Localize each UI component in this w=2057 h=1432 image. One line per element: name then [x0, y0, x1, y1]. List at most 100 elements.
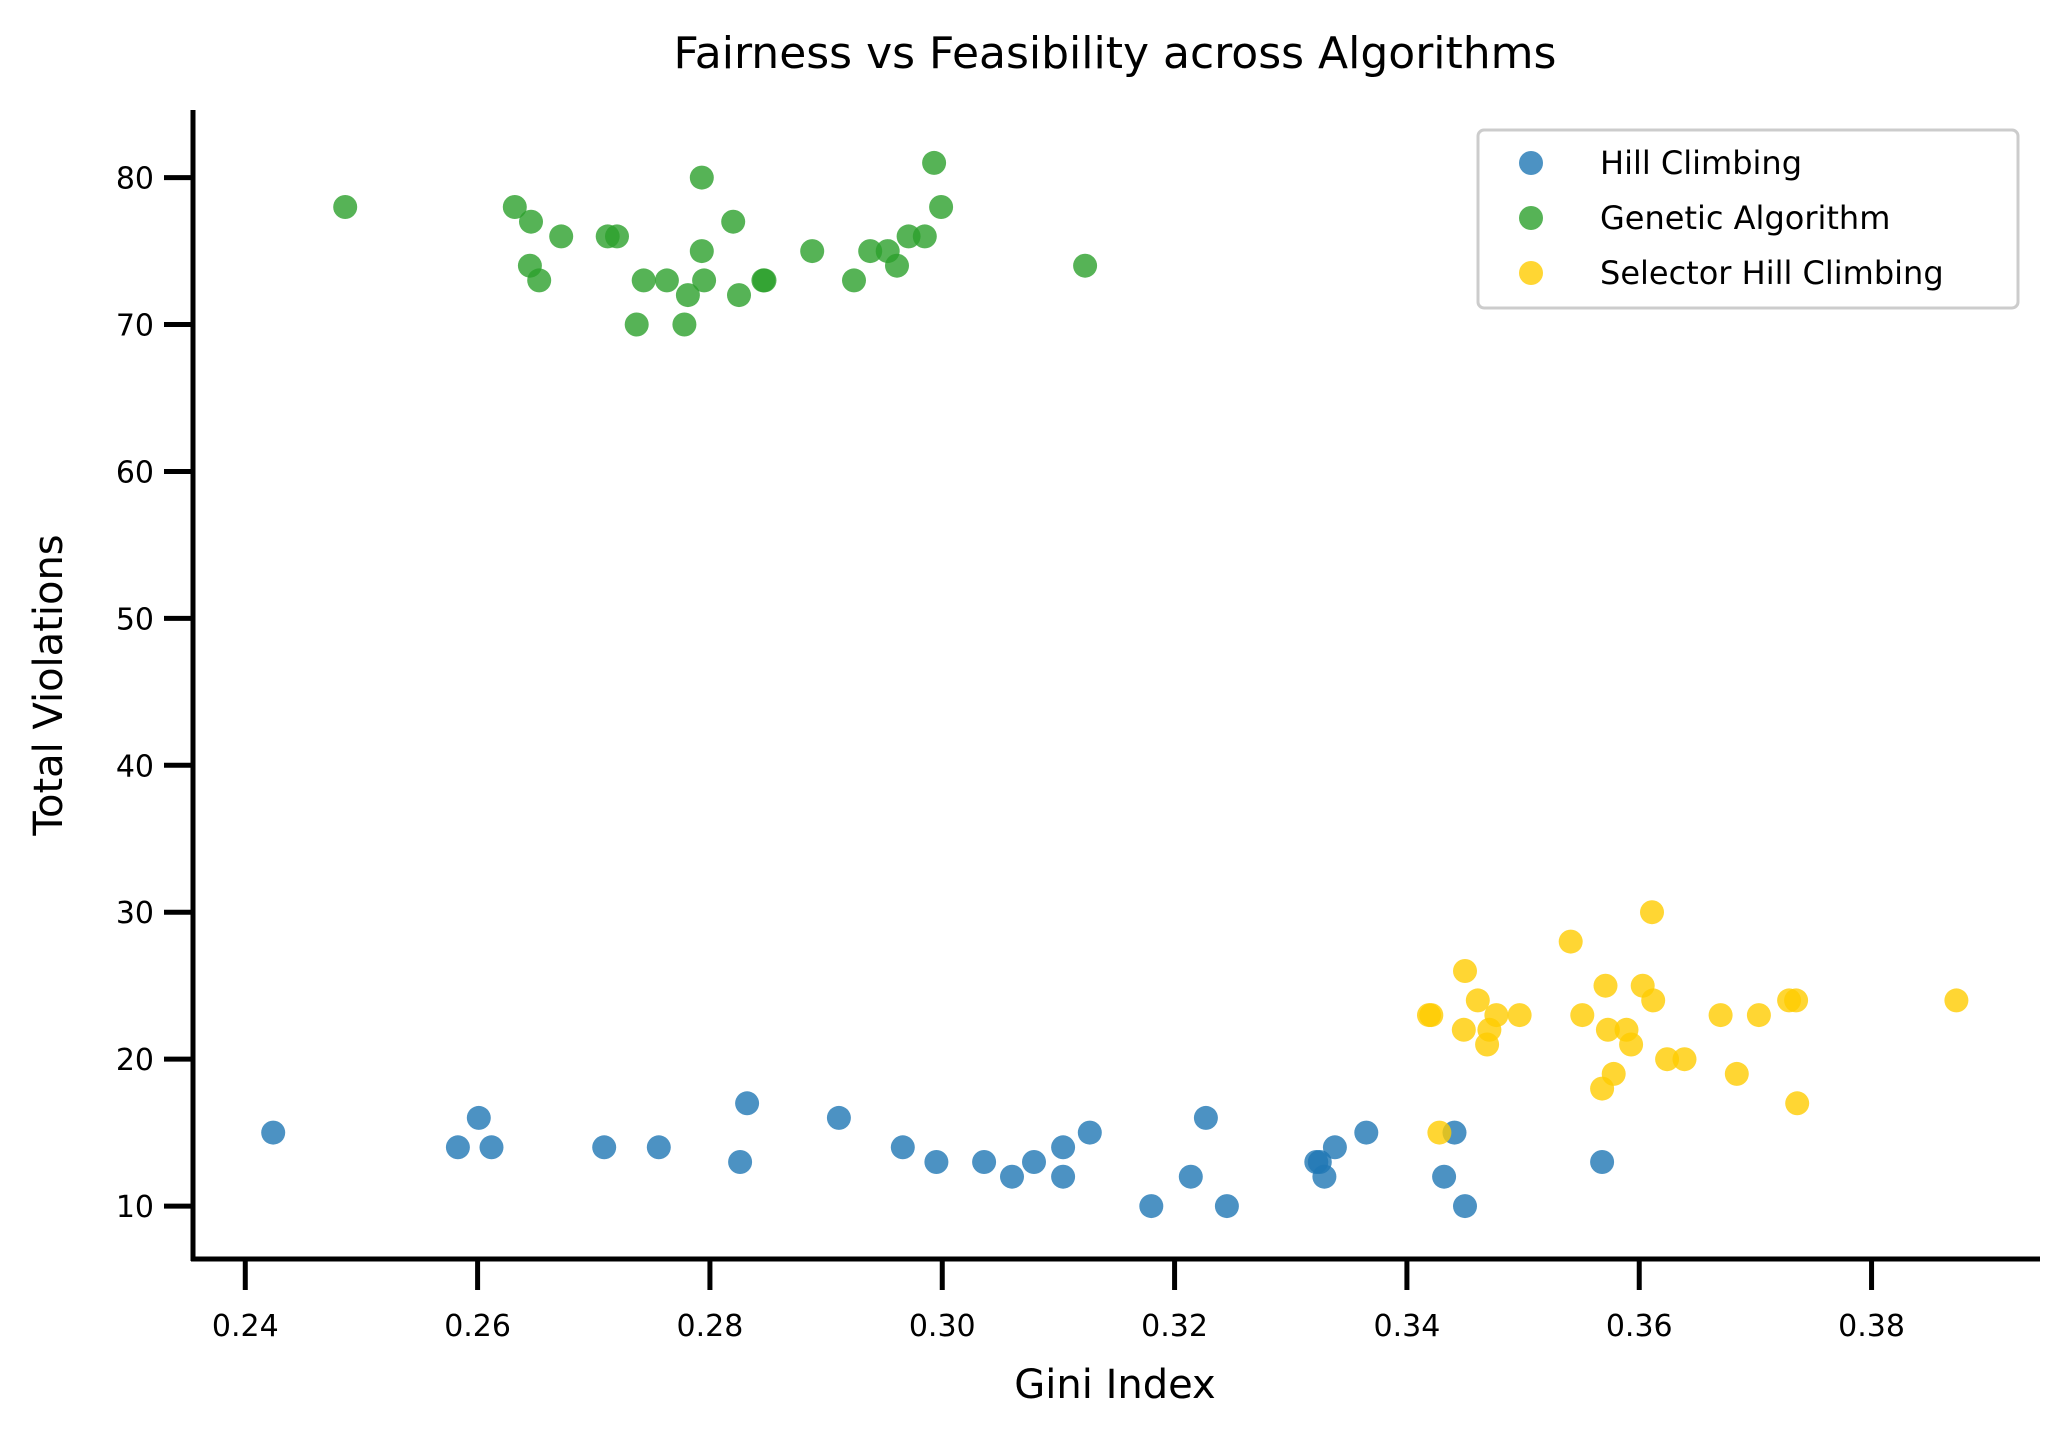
- data-point: [1022, 1150, 1046, 1174]
- data-point: [972, 1150, 997, 1174]
- data-point: [1570, 1003, 1595, 1028]
- legend-marker: [1519, 261, 1543, 285]
- points-layer: [261, 150, 1969, 1219]
- data-point: [624, 312, 649, 337]
- data-point: [727, 283, 751, 308]
- x-tick-label: 0.34: [1374, 1309, 1441, 1344]
- data-point: [527, 268, 552, 293]
- data-point: [646, 1135, 671, 1160]
- y-tick-label: 50: [116, 602, 154, 637]
- data-point: [1593, 973, 1618, 998]
- data-point: [1322, 1135, 1347, 1160]
- data-point: [689, 239, 714, 264]
- data-point: [333, 195, 358, 219]
- data-point: [1354, 1120, 1379, 1145]
- data-point: [1051, 1135, 1076, 1160]
- legend-marker: [1519, 151, 1543, 175]
- data-point: [1312, 1164, 1337, 1189]
- data-point: [692, 268, 717, 293]
- x-axis-label: Gini Index: [1014, 1362, 1215, 1408]
- legend-frame: [1476, 128, 2020, 310]
- x-tick-label: 0.24: [212, 1309, 279, 1344]
- chart-title: Fairness vs Feasibility across Algorithm…: [674, 28, 1557, 79]
- data-point: [1073, 253, 1098, 278]
- data-point: [675, 283, 700, 308]
- data-point: [672, 312, 697, 337]
- data-point: [922, 150, 947, 175]
- data-point: [1193, 1105, 1218, 1130]
- data-point: [1619, 1032, 1644, 1057]
- data-point: [1595, 1017, 1620, 1042]
- y-tick-label: 60: [116, 455, 154, 490]
- legend-label: Hill Climbing: [1600, 144, 1802, 182]
- data-point: [1785, 1091, 1810, 1116]
- data-point: [1077, 1120, 1102, 1145]
- data-point: [261, 1120, 286, 1145]
- data-point: [1558, 929, 1583, 954]
- data-point: [1178, 1164, 1203, 1189]
- data-point: [519, 209, 543, 234]
- data-point: [1419, 1003, 1444, 1028]
- data-point: [1484, 1003, 1509, 1028]
- x-tick-label: 0.30: [909, 1309, 976, 1344]
- data-point: [842, 268, 866, 293]
- data-point: [800, 239, 825, 264]
- data-point: [826, 1105, 851, 1130]
- y-tick-label: 20: [116, 1043, 154, 1078]
- y-ticks: 10 20 30 40 50 60 70 80: [116, 162, 193, 1225]
- y-axis-label: Total Violations: [26, 534, 72, 836]
- y-tick-label: 40: [116, 749, 154, 784]
- data-point: [1641, 988, 1666, 1013]
- data-point: [721, 209, 746, 234]
- data-point: [924, 1150, 949, 1174]
- data-point: [885, 253, 909, 278]
- data-point: [735, 1091, 760, 1116]
- data-point: [728, 1150, 753, 1174]
- data-point: [1214, 1194, 1239, 1219]
- data-point: [1724, 1061, 1749, 1086]
- data-point: [1427, 1120, 1452, 1145]
- legend-label: Genetic Algorithm: [1600, 199, 1890, 237]
- data-point: [1672, 1047, 1697, 1072]
- x-tick-label: 0.38: [1838, 1309, 1905, 1344]
- x-tick-label: 0.32: [1141, 1309, 1208, 1344]
- data-point: [752, 268, 777, 293]
- data-point: [1944, 988, 1969, 1013]
- y-tick-label: 30: [116, 896, 154, 931]
- data-point: [1507, 1003, 1532, 1028]
- legend: Hill Climbing Genetic Algorithm Selector H…: [1476, 128, 2020, 310]
- y-tick-label: 70: [116, 309, 154, 344]
- data-point: [689, 165, 714, 190]
- x-tick-label: 0.26: [444, 1309, 511, 1344]
- data-point: [1465, 988, 1490, 1013]
- data-point: [654, 268, 679, 293]
- data-point: [1784, 988, 1809, 1013]
- data-point: [605, 224, 629, 249]
- data-point: [1590, 1150, 1615, 1174]
- data-point: [502, 195, 527, 219]
- data-point: [858, 239, 883, 264]
- data-point: [1746, 1003, 1771, 1028]
- data-point: [549, 224, 574, 249]
- y-tick-label: 10: [116, 1190, 154, 1225]
- legend-label: Selector Hill Climbing: [1600, 254, 1944, 292]
- data-point: [1708, 1003, 1733, 1028]
- legend-marker: [1519, 206, 1543, 230]
- data-point: [592, 1135, 617, 1160]
- data-point: [890, 1135, 915, 1160]
- data-point: [912, 224, 937, 249]
- data-point: [466, 1105, 491, 1130]
- data-point: [929, 195, 954, 219]
- data-point: [1051, 1164, 1076, 1189]
- legend-items: Hill Climbing Genetic Algorithm Selector H…: [1519, 144, 1944, 292]
- data-point: [1451, 1017, 1476, 1042]
- data-point: [1000, 1164, 1024, 1189]
- data-point: [1453, 959, 1477, 983]
- x-tick-label: 0.28: [677, 1309, 744, 1344]
- data-point: [479, 1135, 504, 1160]
- data-point: [1139, 1194, 1164, 1219]
- data-point: [1655, 1047, 1680, 1072]
- data-point: [1432, 1164, 1457, 1189]
- x-tick-label: 0.36: [1606, 1309, 1673, 1344]
